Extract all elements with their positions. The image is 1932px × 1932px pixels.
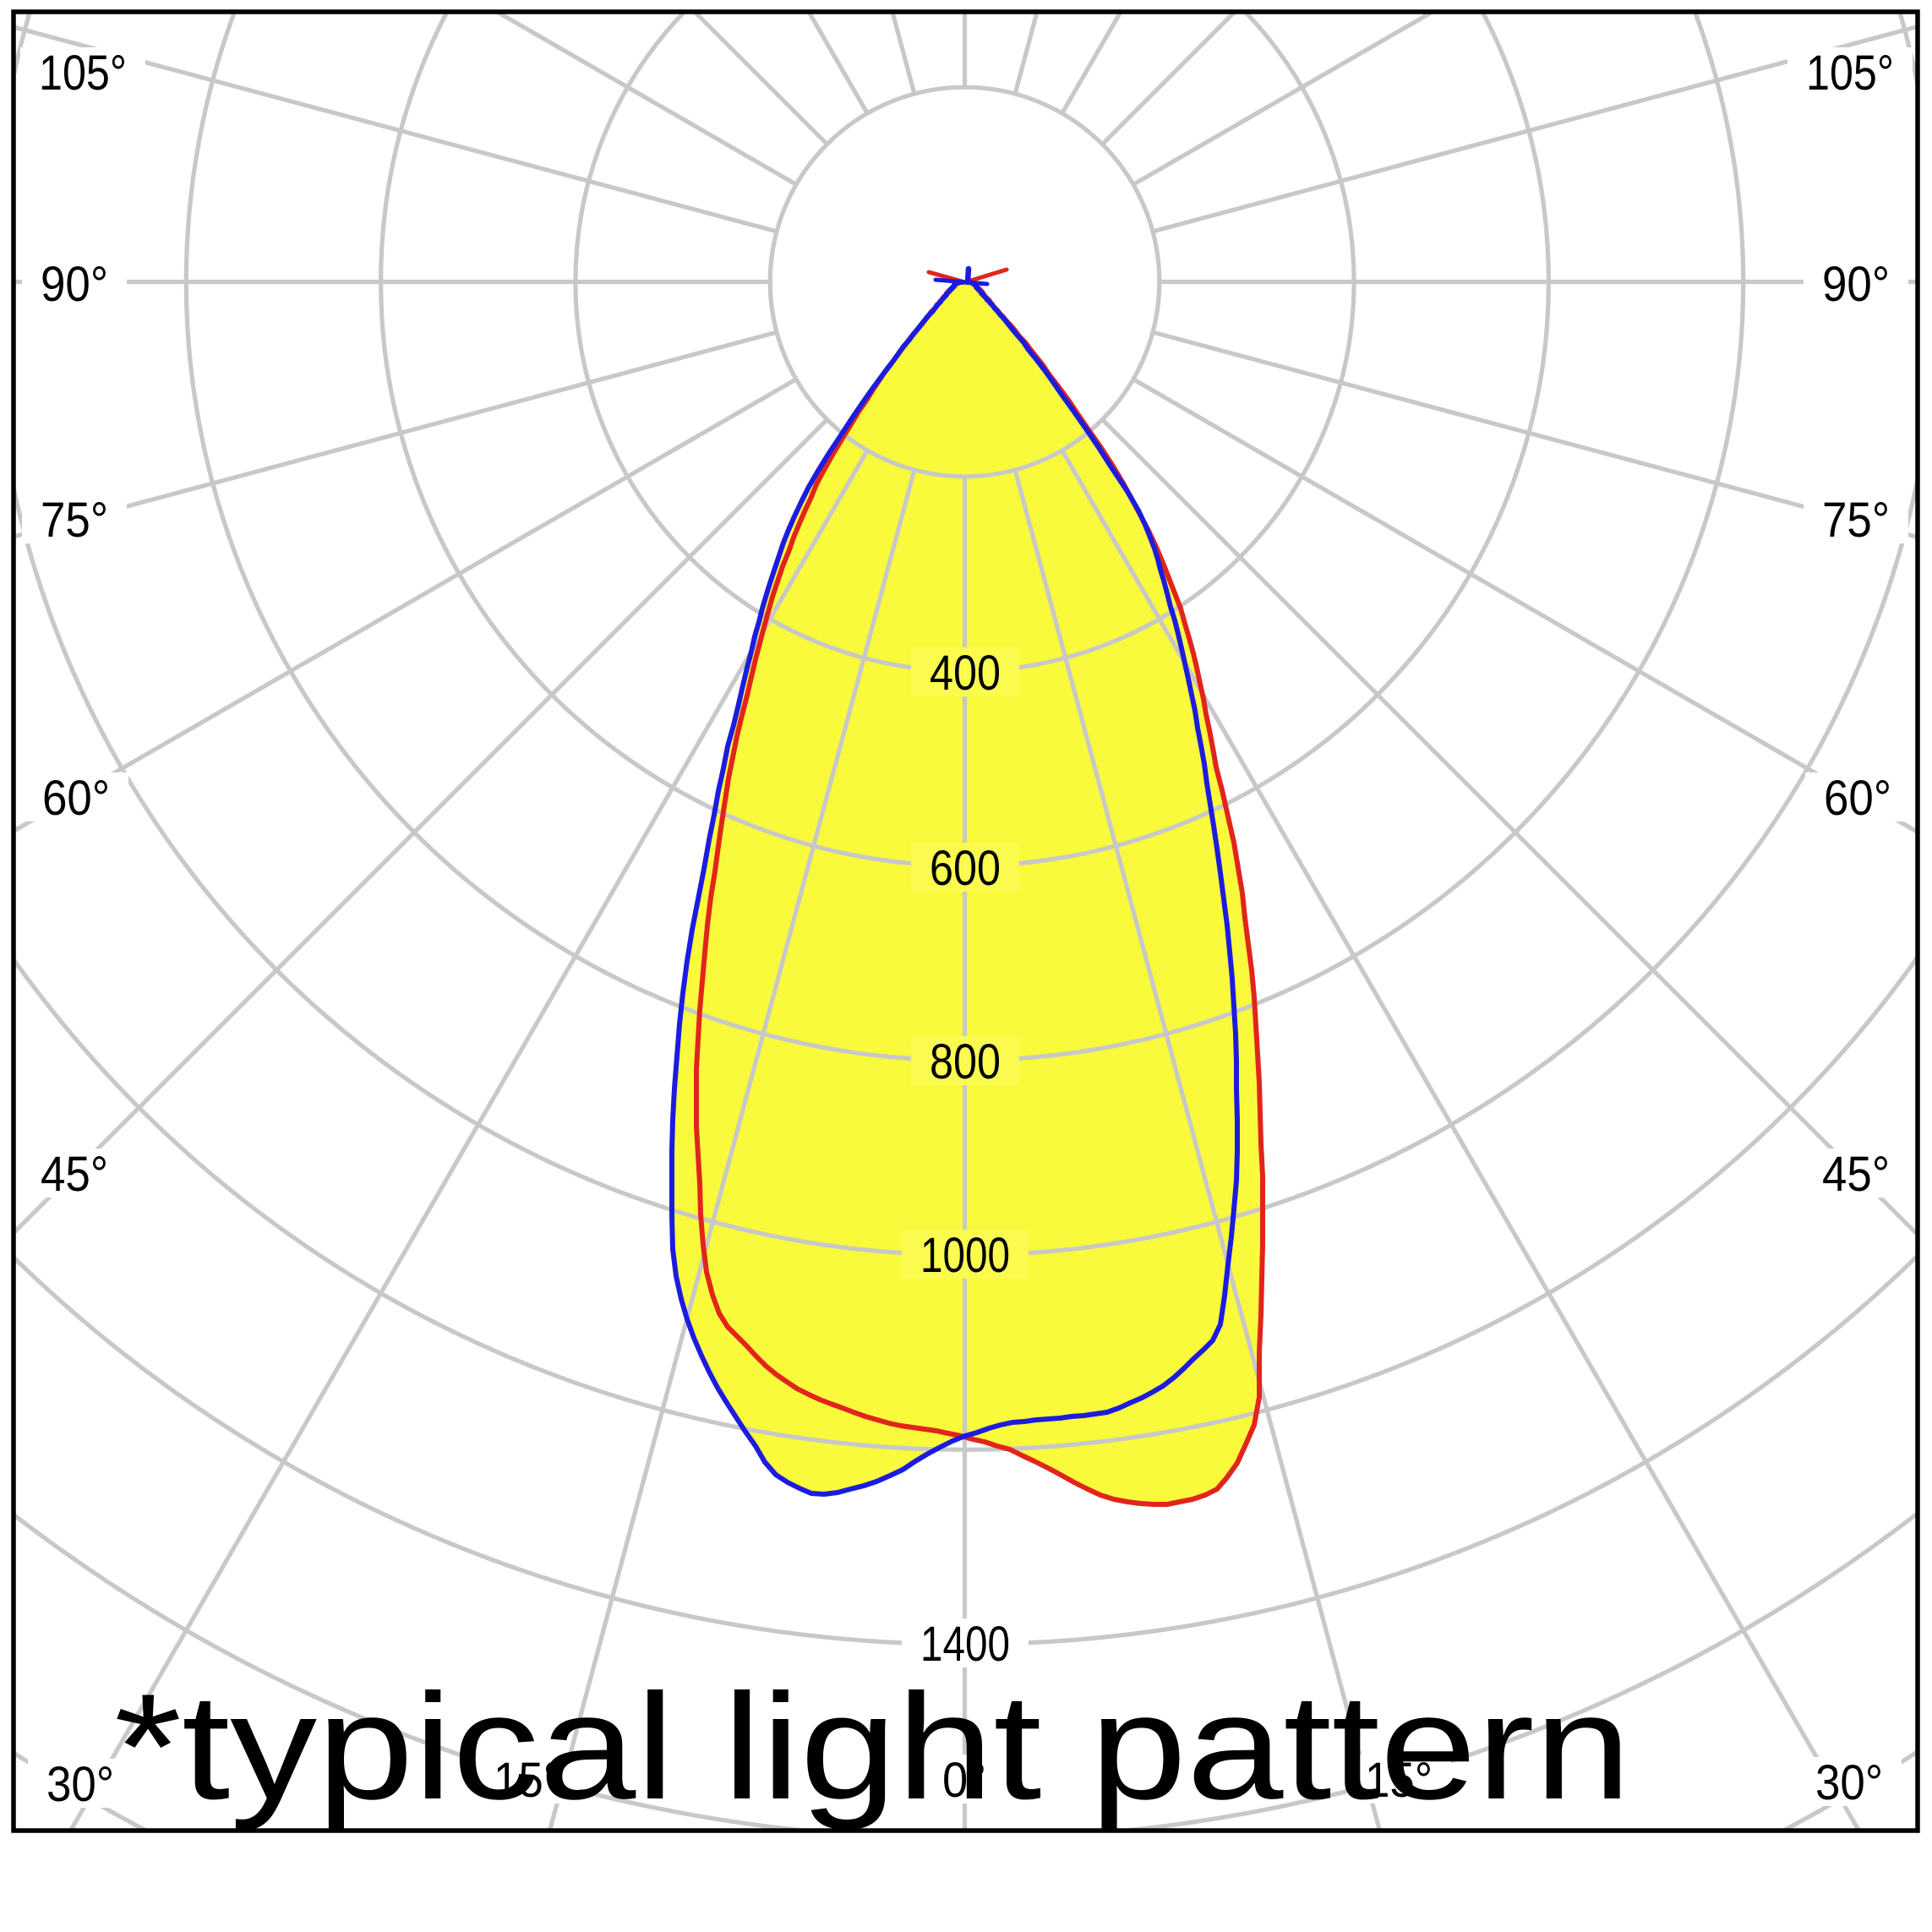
svg-text:400: 400 bbox=[930, 646, 1001, 701]
svg-text:105°: 105° bbox=[39, 46, 127, 101]
svg-text:1000: 1000 bbox=[920, 1228, 1010, 1283]
svg-text:90°: 90° bbox=[41, 257, 108, 312]
svg-text:105°: 105° bbox=[1806, 46, 1894, 101]
svg-text:800: 800 bbox=[930, 1034, 1001, 1089]
svg-text:60°: 60° bbox=[42, 771, 110, 826]
svg-text:15°: 15° bbox=[494, 1753, 561, 1808]
svg-text:0°: 0° bbox=[942, 1753, 986, 1808]
svg-text:30°: 30° bbox=[46, 1757, 114, 1812]
svg-text:*typical light pattern: *typical light pattern bbox=[114, 1662, 1631, 1831]
svg-text:30°: 30° bbox=[1815, 1755, 1883, 1810]
svg-text:45°: 45° bbox=[1822, 1147, 1890, 1202]
svg-text:1400: 1400 bbox=[920, 1617, 1010, 1672]
svg-text:15°: 15° bbox=[1365, 1753, 1433, 1808]
svg-text:60°: 60° bbox=[1824, 771, 1891, 826]
svg-text:90°: 90° bbox=[1822, 257, 1890, 312]
svg-text:75°: 75° bbox=[41, 493, 108, 548]
svg-text:75°: 75° bbox=[1822, 493, 1890, 548]
svg-text:45°: 45° bbox=[41, 1147, 108, 1202]
svg-text:600: 600 bbox=[930, 841, 1001, 896]
